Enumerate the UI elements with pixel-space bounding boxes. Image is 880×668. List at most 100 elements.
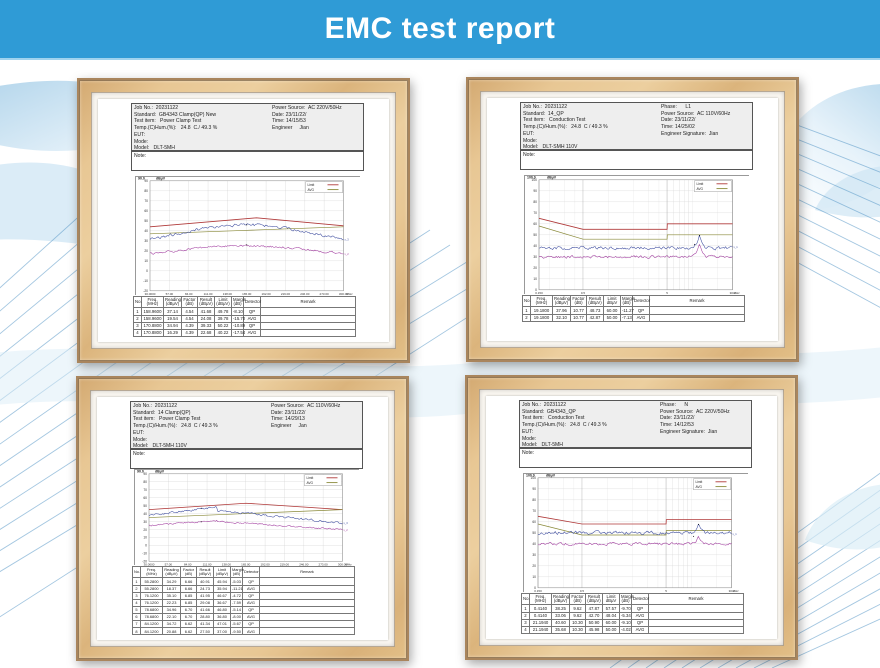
- svg-text:219.00: 219.00: [281, 292, 291, 296]
- svg-text:0.150: 0.150: [535, 291, 543, 295]
- svg-text:20: 20: [143, 528, 147, 532]
- svg-text:90.0: 90.0: [138, 177, 145, 180]
- svg-text:30.0000: 30.0000: [144, 563, 155, 567]
- svg-text:0: 0: [535, 288, 537, 292]
- svg-text:-20: -20: [143, 289, 148, 293]
- svg-text:50: 50: [532, 531, 536, 535]
- svg-text:AVG: AVG: [697, 187, 704, 191]
- svg-text:0.5: 0.5: [581, 291, 586, 295]
- svg-text:dBμV: dBμV: [156, 177, 166, 180]
- svg-text:Limit: Limit: [697, 182, 704, 186]
- svg-text:60: 60: [144, 209, 148, 213]
- svg-text:MHz: MHz: [346, 563, 353, 567]
- svg-text:0: 0: [145, 544, 147, 548]
- svg-text:20: 20: [533, 266, 537, 270]
- svg-text:-10: -10: [143, 279, 148, 283]
- svg-text:MHz: MHz: [733, 589, 740, 593]
- svg-text:80: 80: [144, 189, 148, 193]
- svg-text:40: 40: [533, 244, 537, 248]
- svg-text:246.00: 246.00: [299, 563, 309, 567]
- svg-text:111.00: 111.00: [204, 292, 213, 296]
- svg-text:AVG: AVG: [696, 485, 703, 489]
- svg-text:111.00: 111.00: [203, 563, 212, 567]
- svg-text:30: 30: [144, 239, 148, 243]
- svg-text:5: 5: [666, 291, 668, 295]
- svg-text:80: 80: [532, 498, 536, 502]
- svg-text:x_3: x_3: [344, 521, 349, 525]
- svg-text:x_3: x_3: [345, 238, 350, 242]
- svg-text:30.0000: 30.0000: [145, 292, 156, 296]
- svg-text:60: 60: [143, 496, 147, 500]
- svg-text:MHz: MHz: [347, 292, 354, 296]
- svg-text:192.00: 192.00: [262, 292, 272, 296]
- svg-text:138.00: 138.00: [223, 292, 233, 296]
- svg-text:70: 70: [143, 488, 147, 492]
- svg-text:0.5: 0.5: [580, 589, 585, 593]
- svg-text:273.00: 273.00: [319, 563, 329, 567]
- svg-text:40: 40: [532, 542, 536, 546]
- svg-text:50: 50: [533, 233, 537, 237]
- svg-text:10: 10: [144, 259, 148, 263]
- svg-text:70: 70: [532, 509, 536, 513]
- svg-text:30.0: 30.0: [730, 291, 736, 295]
- svg-text:0: 0: [146, 269, 148, 273]
- svg-text:219.00: 219.00: [280, 563, 290, 567]
- svg-text:90: 90: [144, 179, 148, 183]
- svg-text:100.0: 100.0: [526, 474, 535, 477]
- svg-text:dBμV: dBμV: [547, 176, 557, 179]
- svg-text:Limit: Limit: [308, 183, 315, 187]
- svg-text:138.00: 138.00: [222, 563, 232, 567]
- svg-text:84.00: 84.00: [184, 563, 192, 567]
- svg-text:100.0: 100.0: [527, 176, 536, 179]
- svg-text:x_2: x_2: [345, 252, 350, 256]
- svg-text:30: 30: [533, 255, 537, 259]
- svg-text:AVG: AVG: [307, 481, 314, 485]
- svg-text:90: 90: [533, 189, 537, 193]
- svg-text:90: 90: [143, 472, 147, 476]
- svg-text:90.0: 90.0: [137, 470, 144, 473]
- svg-text:90: 90: [532, 487, 536, 491]
- svg-text:246.00: 246.00: [300, 292, 310, 296]
- svg-text:dBμV: dBμV: [546, 474, 556, 477]
- svg-text:57.00: 57.00: [166, 292, 174, 296]
- svg-text:50: 50: [144, 219, 148, 223]
- svg-text:x_1: x_1: [733, 532, 738, 536]
- svg-text:0.150: 0.150: [534, 589, 542, 593]
- svg-text:50: 50: [143, 504, 147, 508]
- svg-text:20: 20: [532, 564, 536, 568]
- svg-text:30: 30: [143, 520, 147, 524]
- svg-text:165.00: 165.00: [241, 563, 251, 567]
- svg-text:AVG: AVG: [308, 188, 315, 192]
- svg-text:20: 20: [144, 249, 148, 253]
- svg-text:Limit: Limit: [696, 480, 703, 484]
- svg-text:300.00: 300.00: [339, 292, 349, 296]
- svg-text:80: 80: [533, 200, 537, 204]
- svg-text:10: 10: [143, 536, 147, 540]
- svg-text:5: 5: [665, 589, 667, 593]
- svg-text:84.00: 84.00: [185, 292, 193, 296]
- svg-text:dBμV: dBμV: [155, 470, 165, 473]
- svg-text:273.00: 273.00: [320, 292, 330, 296]
- svg-text:100: 100: [531, 178, 537, 182]
- svg-text:40: 40: [143, 512, 147, 516]
- svg-text:300.00: 300.00: [338, 563, 348, 567]
- svg-text:60: 60: [533, 222, 537, 226]
- svg-text:30.0: 30.0: [729, 589, 735, 593]
- svg-text:-20: -20: [142, 560, 147, 564]
- svg-text:192.00: 192.00: [261, 563, 271, 567]
- svg-text:60: 60: [532, 520, 536, 524]
- svg-text:40: 40: [144, 229, 148, 233]
- svg-text:x_2: x_2: [344, 528, 349, 532]
- svg-text:0: 0: [534, 586, 536, 590]
- svg-text:10: 10: [533, 277, 537, 281]
- svg-text:165.00: 165.00: [242, 292, 252, 296]
- svg-text:-10: -10: [142, 552, 147, 556]
- svg-text:57.00: 57.00: [165, 563, 173, 567]
- svg-text:MHz: MHz: [734, 291, 741, 295]
- svg-text:70: 70: [533, 211, 537, 215]
- svg-text:80: 80: [143, 480, 147, 484]
- svg-text:Limit: Limit: [307, 476, 314, 480]
- svg-text:100: 100: [530, 476, 536, 480]
- svg-text:70: 70: [144, 199, 148, 203]
- svg-text:x_1: x_1: [734, 245, 739, 249]
